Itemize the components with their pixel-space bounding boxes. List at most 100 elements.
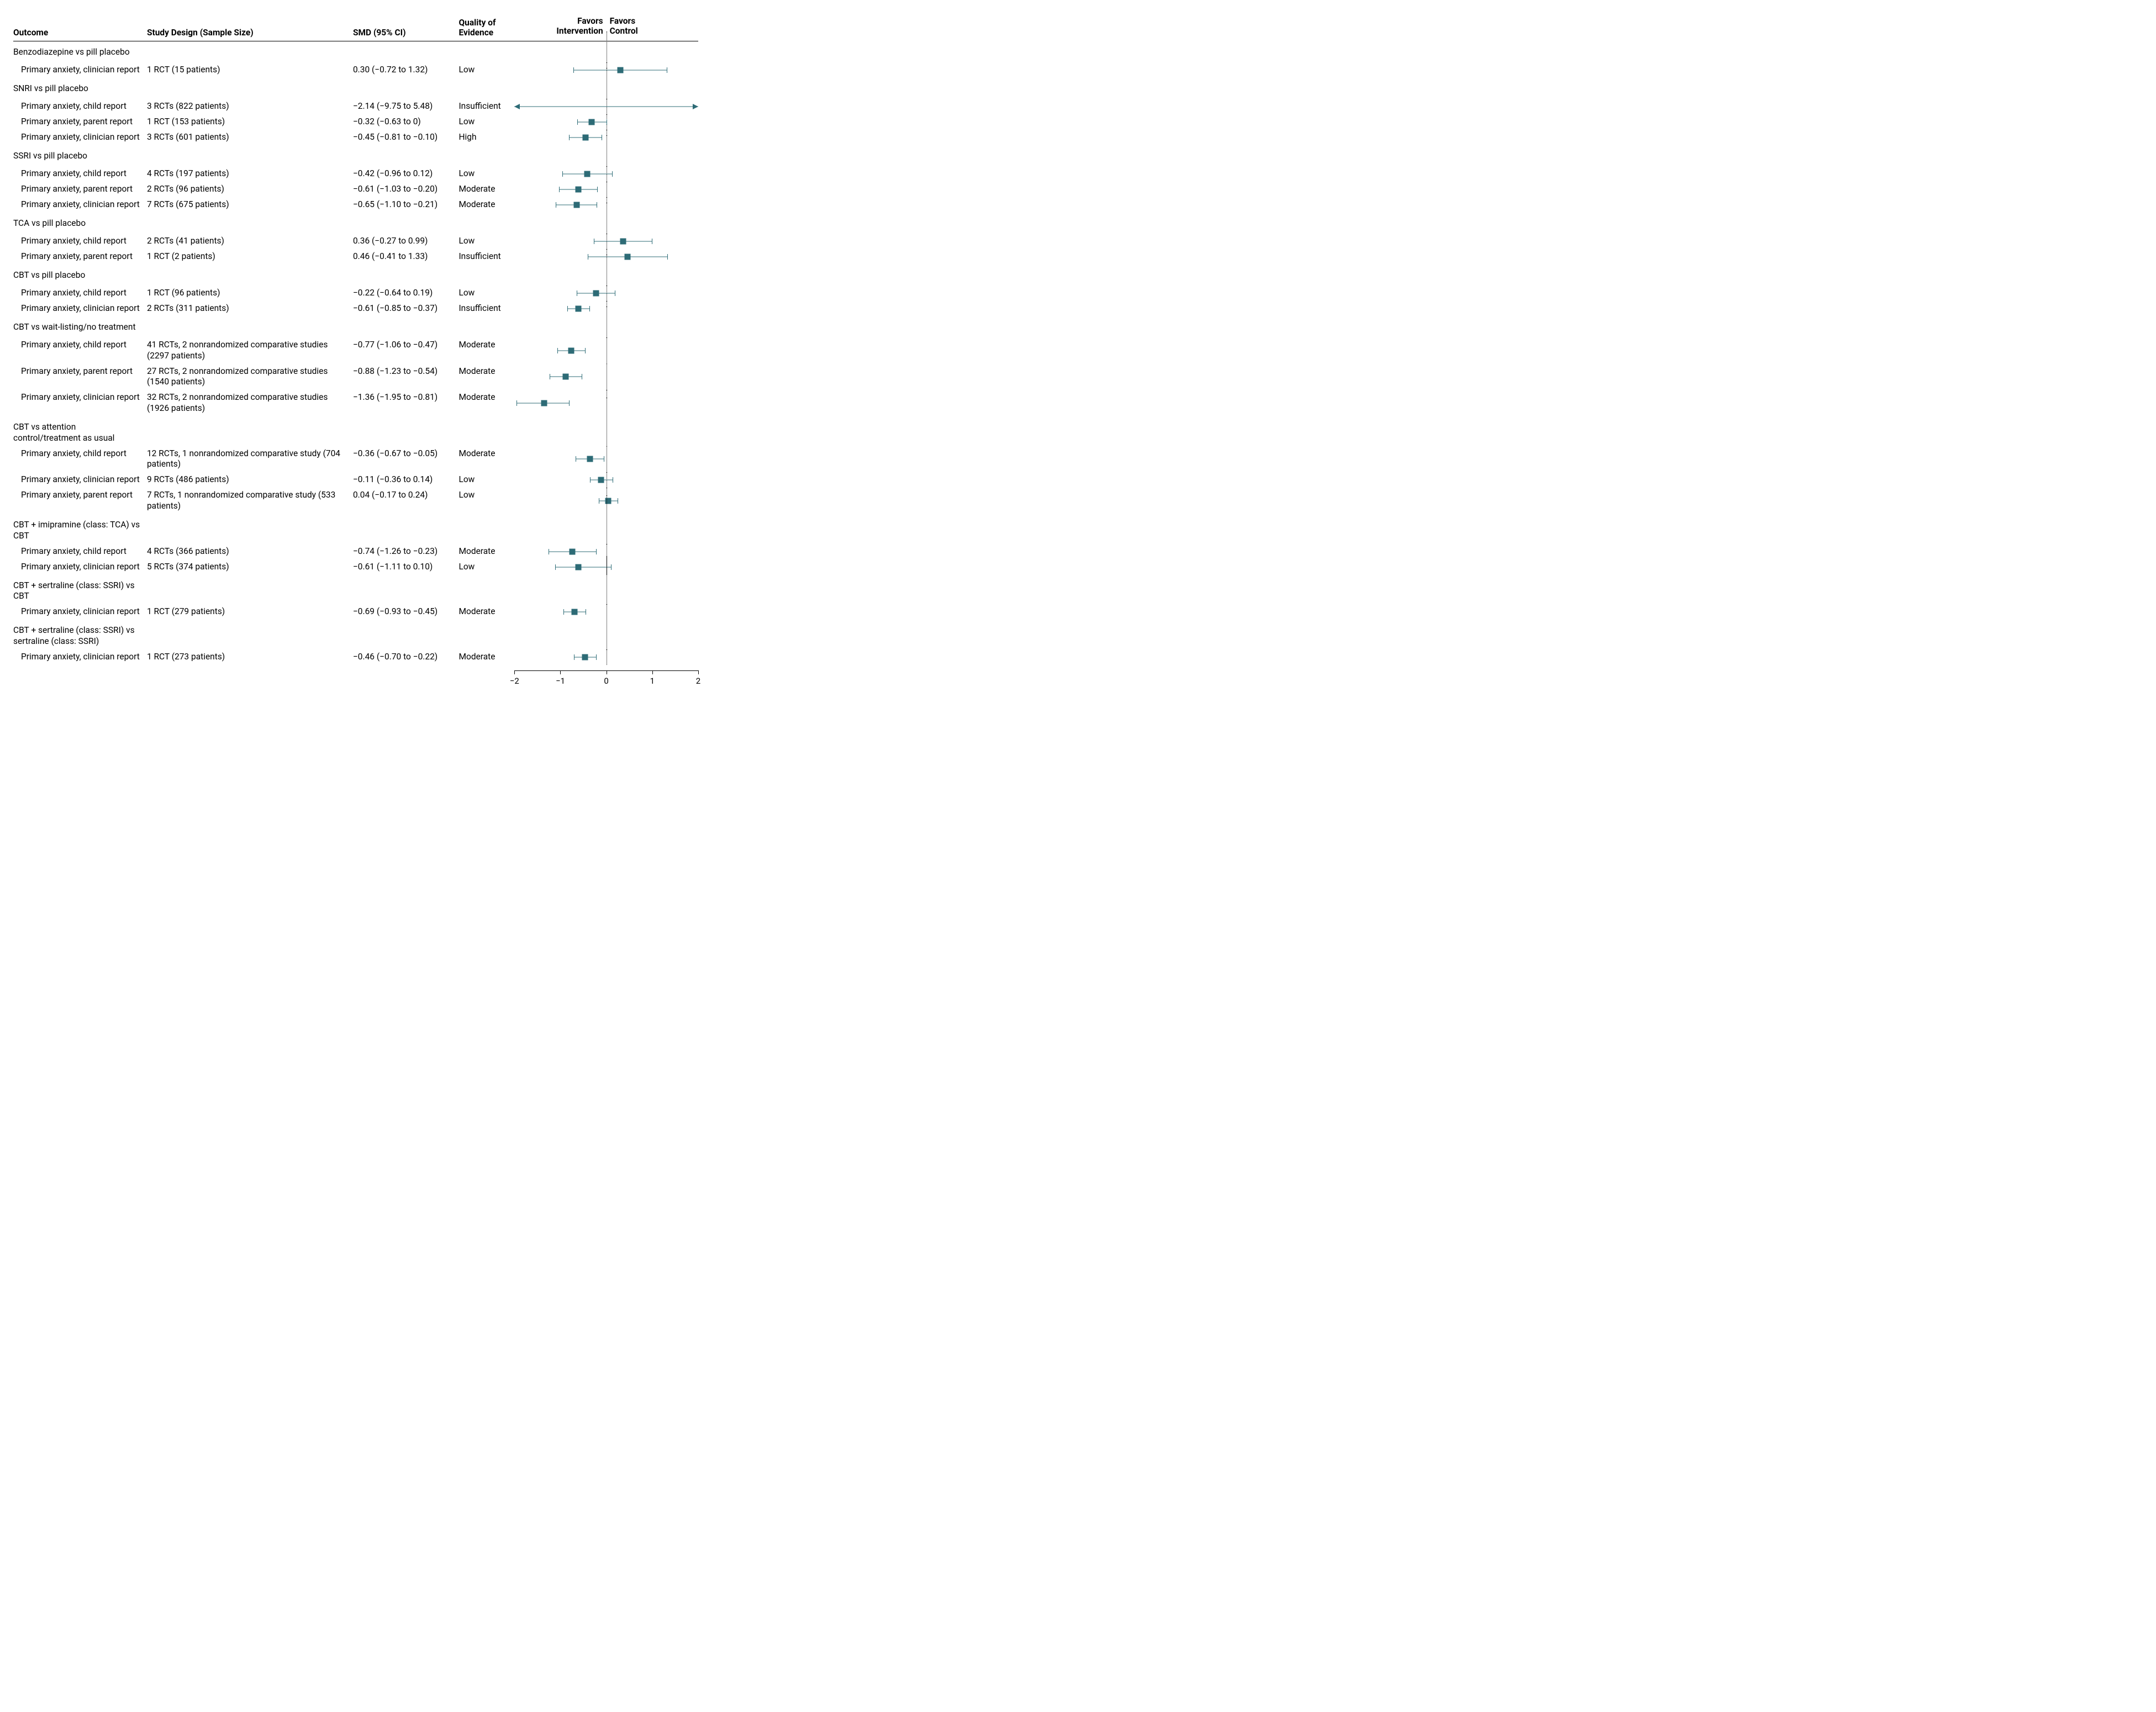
study-cell: 2 RCTs (96 patients) <box>147 182 353 197</box>
outcome-cell: Primary anxiety, child report <box>13 99 147 114</box>
study-cell: 1 RCT (15 patients) <box>147 62 353 78</box>
forest-plot-cell <box>514 446 698 473</box>
qoe-cell: Moderate <box>458 337 514 364</box>
forest-plot-cell <box>514 316 698 337</box>
section-title: TCA vs pill placebo <box>13 213 147 234</box>
study-cell: 41 RCTs, 2 nonrandomized comparative stu… <box>147 337 353 364</box>
study-cell: 4 RCTs (366 patients) <box>147 544 353 559</box>
qoe-cell: Low <box>458 234 514 249</box>
col-header-qoe: Quality of Evidence <box>458 17 514 41</box>
section-title: SSRI vs pill placebo <box>13 145 147 166</box>
qoe-cell: Low <box>458 488 514 514</box>
smd-cell: −0.77 (−1.06 to −0.47) <box>353 337 459 364</box>
smd-cell: −0.45 (−0.81 to −0.10) <box>353 130 459 145</box>
study-cell: 7 RCTs (675 patients) <box>147 197 353 213</box>
smd-cell: −0.32 (−0.63 to 0) <box>353 114 459 130</box>
forest-plot-cell <box>514 78 698 99</box>
outcome-cell: Primary anxiety, clinician report <box>13 301 147 316</box>
forest-plot-cell <box>514 620 698 649</box>
section-title: SNRI vs pill placebo <box>13 78 147 99</box>
axis-tick-label: −1 <box>556 676 565 686</box>
outcome-cell: Primary anxiety, clinician report <box>13 62 147 78</box>
outcome-cell: Primary anxiety, child report <box>13 446 147 473</box>
col-header-smd: SMD (95% CI) <box>353 17 459 41</box>
forest-plot-cell <box>514 337 698 364</box>
outcome-cell: Primary anxiety, clinician report <box>13 649 147 665</box>
outcome-cell: Primary anxiety, child report <box>13 544 147 559</box>
qoe-cell: Low <box>458 472 514 488</box>
smd-cell: −0.61 (−0.85 to −0.37) <box>353 301 459 316</box>
smd-cell: 0.46 (−0.41 to 1.33) <box>353 249 459 265</box>
smd-cell: 0.04 (−0.17 to 0.24) <box>353 488 459 514</box>
study-cell: 1 RCT (153 patients) <box>147 114 353 130</box>
study-cell: 12 RCTs, 1 nonrandomized comparative stu… <box>147 446 353 473</box>
section-title: CBT + imipramine (class: TCA) vs CBT <box>13 514 147 544</box>
forest-plot-cell <box>514 514 698 544</box>
qoe-cell: Moderate <box>458 649 514 665</box>
outcome-cell: Primary anxiety, clinician report <box>13 390 147 416</box>
col-header-outcome: Outcome <box>13 17 147 41</box>
outcome-cell: Primary anxiety, clinician report <box>13 130 147 145</box>
smd-cell: −0.69 (−0.93 to −0.45) <box>353 604 459 620</box>
forest-plot-cell <box>514 41 698 63</box>
x-axis: −2−1012 <box>514 665 698 695</box>
outcome-cell: Primary anxiety, child report <box>13 337 147 364</box>
section-title: Benzodiazepine vs pill placebo <box>13 41 147 63</box>
forest-plot-cell <box>514 213 698 234</box>
axis-tick-label: 1 <box>650 676 655 686</box>
qoe-cell: Moderate <box>458 390 514 416</box>
study-cell: 1 RCT (2 patients) <box>147 249 353 265</box>
qoe-cell: Moderate <box>458 544 514 559</box>
outcome-cell: Primary anxiety, child report <box>13 234 147 249</box>
qoe-cell: Moderate <box>458 364 514 390</box>
forest-plot-cell <box>514 145 698 166</box>
qoe-cell: Moderate <box>458 446 514 473</box>
smd-cell: −0.74 (−1.26 to −0.23) <box>353 544 459 559</box>
forest-plot-cell <box>514 99 698 114</box>
qoe-cell: Moderate <box>458 182 514 197</box>
smd-cell: −0.88 (−1.23 to −0.54) <box>353 364 459 390</box>
section-title: CBT vs wait-listing/no treatment <box>13 316 147 337</box>
forest-plot-cell <box>514 416 698 446</box>
smd-cell: −2.14 (−9.75 to 5.48) <box>353 99 459 114</box>
qoe-cell: Low <box>458 62 514 78</box>
study-cell: 2 RCTs (41 patients) <box>147 234 353 249</box>
outcome-cell: Primary anxiety, parent report <box>13 182 147 197</box>
section-title: CBT + sertraline (class: SSRI) vs sertra… <box>13 620 147 649</box>
study-cell: 7 RCTs, 1 nonrandomized comparative stud… <box>147 488 353 514</box>
outcome-cell: Primary anxiety, clinician report <box>13 559 147 575</box>
smd-cell: −0.36 (−0.67 to −0.05) <box>353 446 459 473</box>
study-cell: 1 RCT (273 patients) <box>147 649 353 665</box>
smd-cell: 0.36 (−0.27 to 0.99) <box>353 234 459 249</box>
qoe-cell: Insufficient <box>458 99 514 114</box>
study-cell: 4 RCTs (197 patients) <box>147 166 353 182</box>
forest-plot-cell <box>514 472 698 488</box>
section-title: CBT vs attention control/treatment as us… <box>13 416 147 446</box>
qoe-cell: Insufficient <box>458 249 514 265</box>
outcome-cell: Primary anxiety, parent report <box>13 488 147 514</box>
smd-cell: −0.11 (−0.36 to 0.14) <box>353 472 459 488</box>
qoe-cell: Moderate <box>458 604 514 620</box>
qoe-cell: High <box>458 130 514 145</box>
smd-cell: −0.61 (−1.03 to −0.20) <box>353 182 459 197</box>
forest-plot-cell <box>514 265 698 286</box>
axis-tick-label: −2 <box>510 676 519 686</box>
forest-plot-table: Outcome Study Design (Sample Size) SMD (… <box>13 17 698 695</box>
qoe-cell: Low <box>458 166 514 182</box>
forest-plot-cell <box>514 575 698 605</box>
study-cell: 9 RCTs (486 patients) <box>147 472 353 488</box>
smd-cell: 0.30 (−0.72 to 1.32) <box>353 62 459 78</box>
forest-plot-cell <box>514 166 698 182</box>
outcome-cell: Primary anxiety, parent report <box>13 364 147 390</box>
study-cell: 1 RCT (279 patients) <box>147 604 353 620</box>
outcome-cell: Primary anxiety, parent report <box>13 249 147 265</box>
forest-plot-cell <box>514 364 698 390</box>
outcome-cell: Primary anxiety, clinician report <box>13 472 147 488</box>
outcome-cell: Primary anxiety, child report <box>13 286 147 301</box>
forest-plot-cell <box>514 286 698 301</box>
forest-plot-cell <box>514 234 698 249</box>
favors-control-label: Favors Control <box>607 17 638 36</box>
col-header-study: Study Design (Sample Size) <box>147 17 353 41</box>
favors-intervention-label: Favors Intervention <box>556 17 606 36</box>
study-cell: 5 RCTs (374 patients) <box>147 559 353 575</box>
